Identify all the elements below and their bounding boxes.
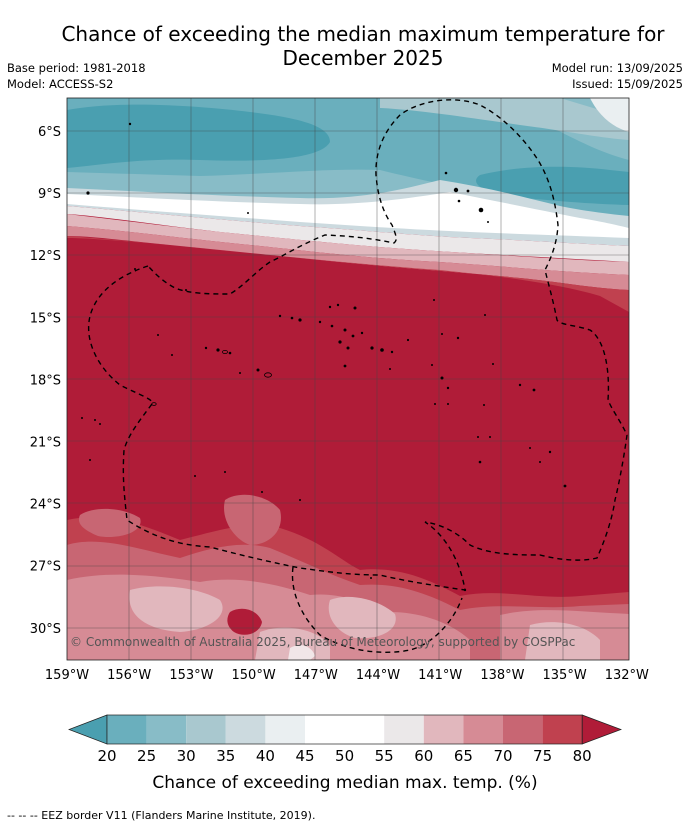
lon-tick-label: 156°W [107,668,151,683]
colorbar-tick-label: 35 [216,747,235,765]
map-figure: © Commonwealth of Australia 2025, Bureau… [30,97,649,793]
colorbar-tick-labels: 20 25 30 35 40 45 50 55 60 65 70 75 80 [97,747,591,765]
colorbar-tick-label: 20 [97,747,116,765]
eez-legend-note: -- -- -- EEZ border V11 (Flanders Marine… [7,809,316,822]
colorbar-tick-label: 50 [335,747,354,765]
map-title: Chance of exceeding the median maximum t… [0,22,690,70]
copyright-notice: © Commonwealth of Australia 2025, Bureau… [70,635,575,649]
contour-band-20 [67,104,330,168]
contour-band-50 [67,192,629,238]
contour-south-60d [525,622,600,660]
colorbar-tick-label: 75 [533,747,552,765]
colorbar-segment [305,715,345,744]
colorbar-segment [344,715,385,744]
lat-tick-label: 9°S [38,187,61,202]
colorbar-segment [107,715,147,744]
lon-tick-label: 159°W [45,668,89,683]
lon-tick-label: 138°W [480,668,524,683]
colorbar-tick-label: 60 [414,747,433,765]
lat-tick-labels: 6°S 9°S 12°S 15°S 18°S 21°S 24°S 27°S 30°S [30,125,61,637]
lon-tick-label: 153°W [169,668,213,683]
model-name: Model: ACCESS-S2 [7,77,114,91]
eez-borders [87,99,628,653]
lat-tick-label: 27°S [30,560,61,575]
colorbar-tick-label: 40 [256,747,275,765]
contour-band-60 [67,206,629,262]
colorbar-tick-label: 30 [177,747,196,765]
colorbar-frame [106,714,583,745]
contour-south-white [288,645,315,660]
islands [81,122,567,592]
colorbar-segment [423,715,464,744]
lat-tick-label: 24°S [30,498,61,513]
lon-tick-label: 135°W [543,668,587,683]
map-frame [66,97,630,661]
colorbar-extend-low [68,714,108,745]
contour-south-70c [224,494,281,545]
contour-band-35 [380,98,629,140]
title-line-2: December 2025 [282,46,444,70]
colorbar-segment [225,715,266,744]
colorbar-segment [503,715,543,744]
colorbar-extend-high [581,714,622,745]
eez-french-polynesia [87,99,628,591]
contour-band-65 [67,214,629,275]
colorbar-segment [384,715,424,744]
lon-tick-label: 132°W [605,668,649,683]
colorbar-segment [186,715,226,744]
grid-lines [67,98,629,660]
lon-tick-label: 141°W [418,668,462,683]
eez-pitcairn [291,566,463,653]
contour-south-60 [129,586,223,632]
meta-right: Model run: 13/09/2025 Issued: 15/09/2025 [552,60,683,92]
model-run: Model run: 13/09/2025 [551,61,683,75]
colorbar-title: Chance of exceeding median max. temp. (%… [152,773,537,793]
lat-tick-label: 21°S [30,436,61,451]
lat-tick-label: 15°S [30,311,61,326]
colorbar-tick-label: 65 [454,747,473,765]
map-plot-area: © Commonwealth of Australia 2025, Bureau… [67,98,629,660]
meta-left: Base period: 1981-2018 Model: ACCESS-S2 [7,60,146,92]
lat-tick-label: 6°S [38,125,61,140]
colorbar-tick-label: 55 [375,747,394,765]
lon-tick-label: 150°W [232,668,276,683]
lon-tick-label: 147°W [294,668,338,683]
lat-tick-label: 18°S [30,373,61,388]
issued-date: Issued: 15/09/2025 [572,77,683,91]
lon-tick-label: 144°W [356,668,400,683]
colorbar-tick-label: 80 [573,747,592,765]
base-period: Base period: 1981-2018 [7,61,146,75]
lat-tick-label: 30°S [30,622,61,637]
contour-band-70 [67,226,629,290]
colorbar-tick-label: 70 [493,747,512,765]
contour-south-70b [78,508,141,538]
colorbar-segment [463,715,503,744]
contour-band-40 [590,98,629,132]
atolls [151,349,272,406]
colorbar-segment [542,715,583,744]
colorbar-tick-label: 45 [295,747,314,765]
colorbar-segment [146,715,187,744]
title-line-1: Chance of exceeding the median maximum t… [61,22,665,46]
colorbar-segment [265,715,305,744]
colorbar [68,714,622,745]
lat-tick-label: 12°S [30,249,61,264]
colorbar-tick-label: 25 [137,747,156,765]
lon-tick-labels: 159°W 156°W 153°W 150°W 147°W 144°W 141°W 138°W… [45,668,649,683]
